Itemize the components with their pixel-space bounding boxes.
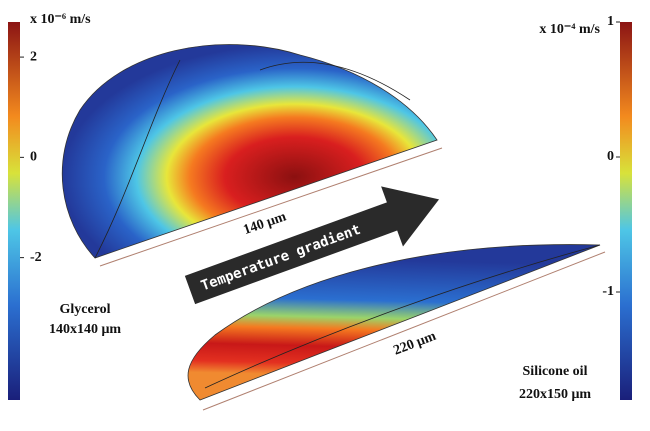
right-unit: x 10⁻⁴ m/s (539, 22, 600, 37)
droplet-label: Silicone oil (523, 364, 588, 379)
left-unit: x 10⁻⁶ m/s (30, 12, 91, 27)
tick-label: -1 (602, 284, 614, 299)
dimension-label: 140 μm (242, 209, 289, 238)
tick-label: 0 (607, 149, 614, 164)
left-colorbar (8, 22, 20, 400)
droplet-label: 140x140 μm (49, 322, 121, 337)
tick-label: 0 (30, 150, 37, 165)
tick-label: -2 (30, 250, 42, 265)
tick-label: 2 (30, 49, 37, 64)
right-colorbar (620, 22, 632, 400)
droplet-label: 220x150 μm (519, 387, 591, 402)
tick-label: 1 (607, 14, 614, 29)
figure: x 10⁻⁶ m/s x 10⁻⁴ m/s 2 0 -2 1 0 -1 140 μm Gl… (0, 0, 650, 431)
droplet-label: Glycerol (59, 302, 110, 317)
